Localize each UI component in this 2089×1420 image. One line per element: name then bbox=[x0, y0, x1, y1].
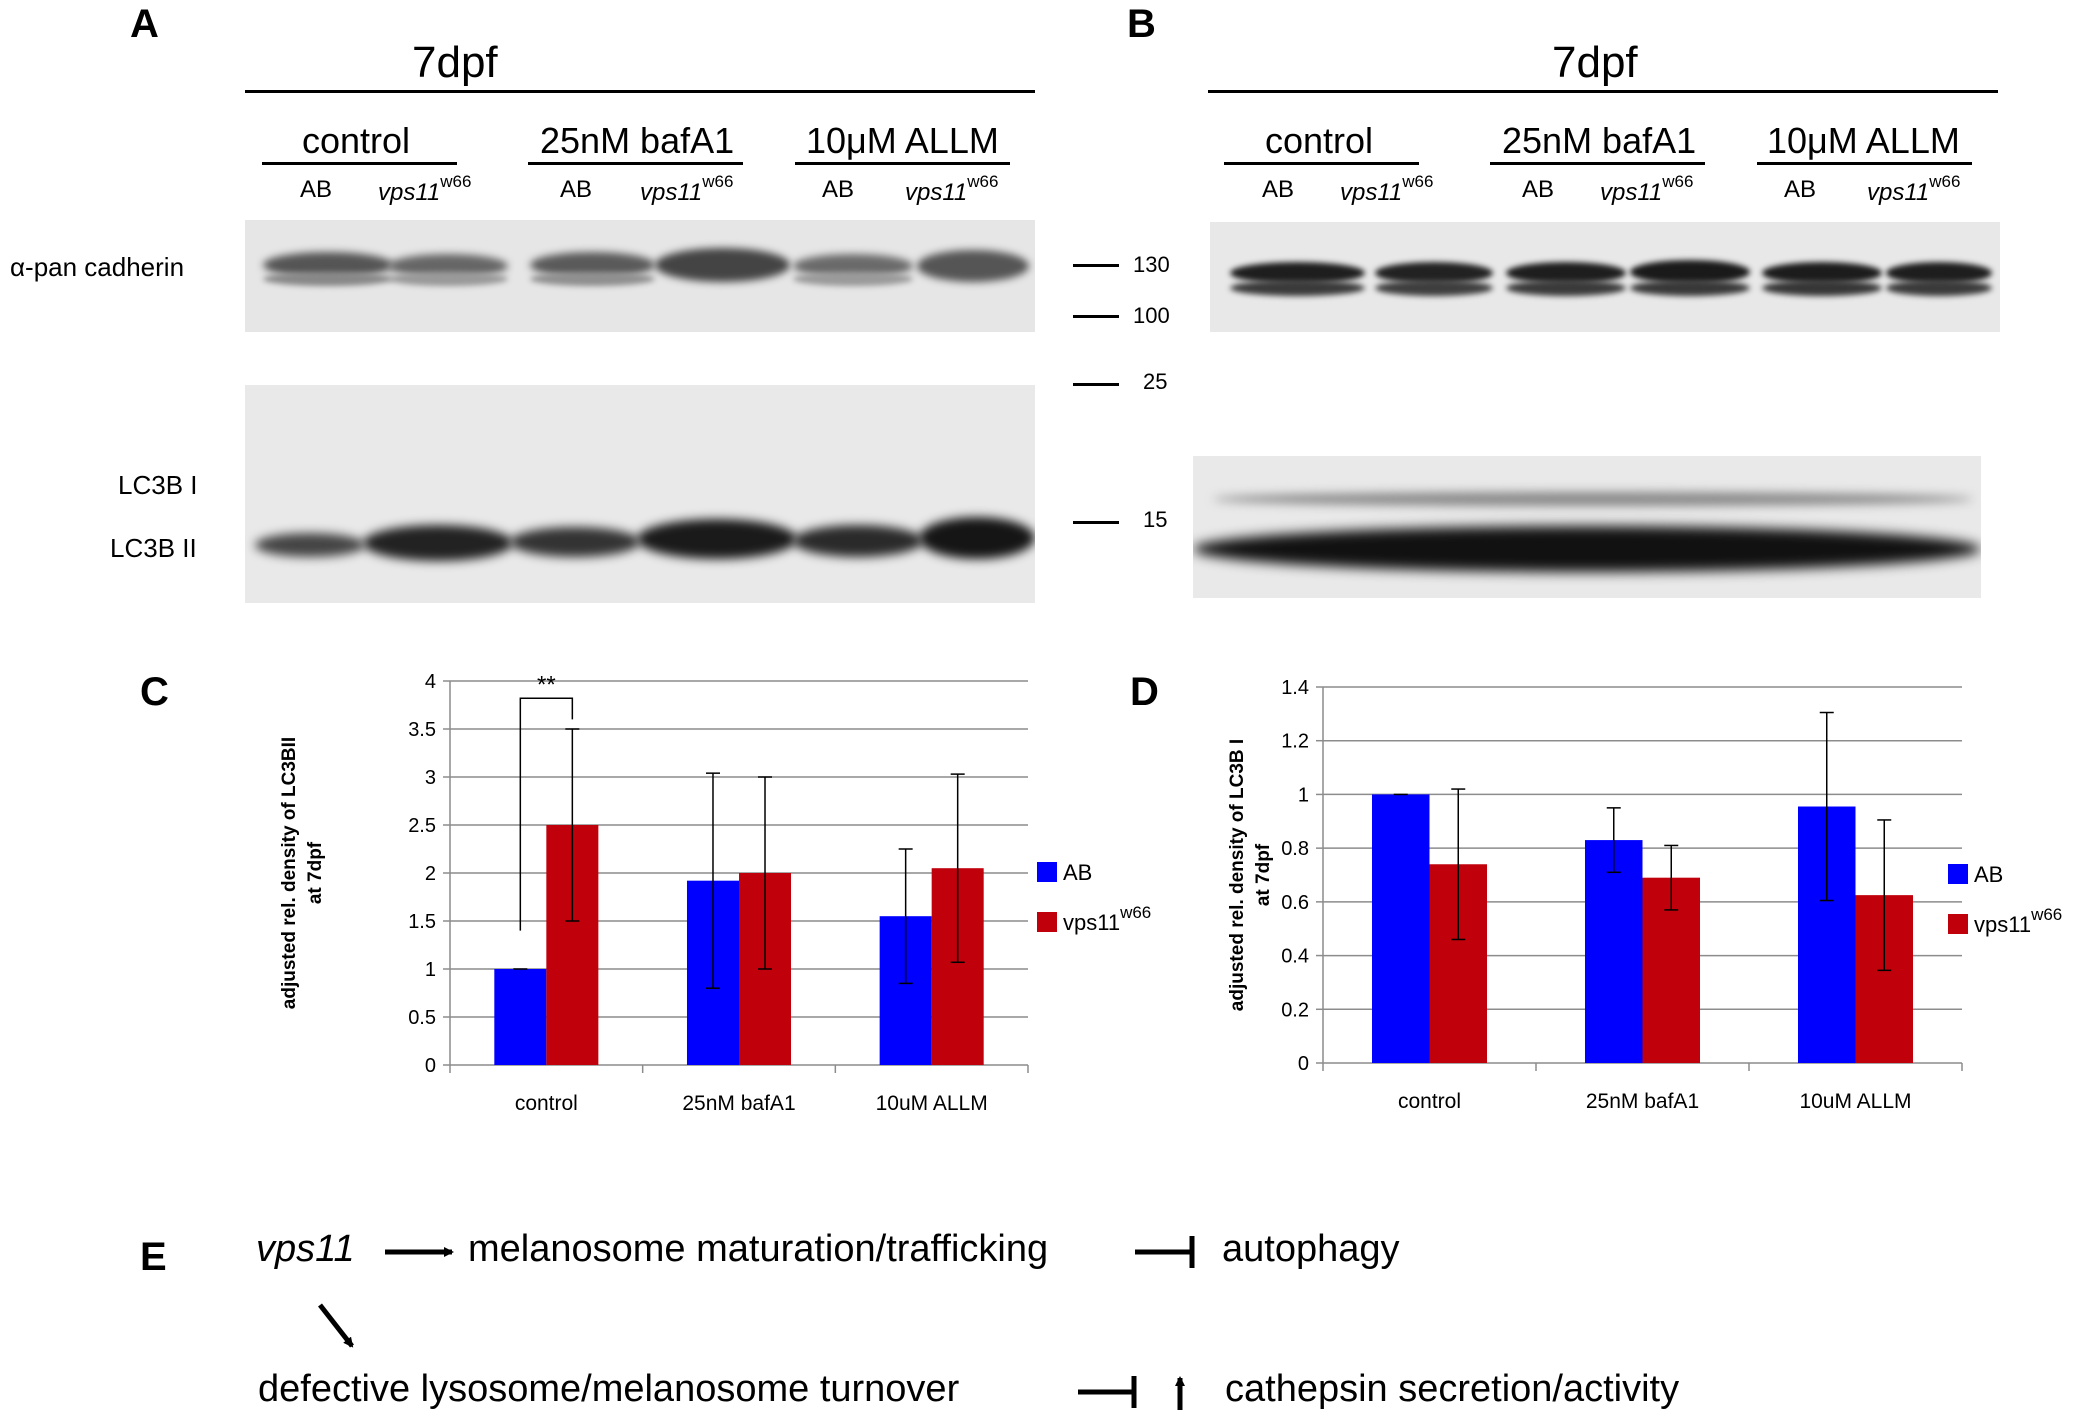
scheme-target2: cathepsin secretion/activity bbox=[1225, 1368, 1680, 1410]
y-tick-label: 1.2 bbox=[1281, 731, 1309, 753]
marker-label: 130 bbox=[1133, 252, 1170, 277]
condition-label-a-3: 10μM ALLM bbox=[806, 120, 999, 161]
legend-swatch bbox=[1037, 912, 1057, 932]
lane-label: vps11w66 bbox=[378, 172, 472, 206]
row-label-cadherin: α-pan cadherin bbox=[10, 252, 185, 282]
inhibit-icon bbox=[1135, 1236, 1195, 1268]
bar bbox=[1584, 840, 1643, 1063]
lane-label: AB bbox=[1522, 176, 1555, 203]
lane-label: AB bbox=[1262, 176, 1295, 203]
condition-label-a-2: 25nM bafA1 bbox=[540, 120, 735, 161]
y-tick-label: 0.5 bbox=[408, 1007, 436, 1029]
y-tick-label: 0.8 bbox=[1281, 838, 1309, 860]
y-tick-label: 0.2 bbox=[1281, 999, 1309, 1021]
lane-label: vps11w66 bbox=[640, 172, 734, 206]
legend-label: AB bbox=[1974, 862, 2003, 887]
scheme-gene: vps11 bbox=[256, 1228, 355, 1270]
timepoint-bar-a bbox=[245, 90, 1035, 93]
bar bbox=[1371, 794, 1430, 1063]
lane-label: AB bbox=[560, 176, 593, 203]
y-axis-label: adjusted rel. density of LC3B I bbox=[1227, 739, 1248, 1011]
y-tick-label: 4 bbox=[425, 671, 436, 693]
marker-tick bbox=[1073, 264, 1119, 267]
arrow-icon bbox=[318, 1303, 354, 1348]
scheme-step2: defective lysosome/melanosome turnover bbox=[258, 1368, 960, 1410]
y-tick-label: 0 bbox=[1298, 1053, 1309, 1075]
y-tick-label: 1.5 bbox=[408, 911, 436, 933]
y-tick-label: 1 bbox=[1298, 784, 1309, 806]
x-tick-label: control bbox=[515, 1092, 578, 1115]
marker-tick bbox=[1073, 383, 1119, 386]
row-label-lc3b1: LC3B I bbox=[118, 470, 198, 500]
legend-swatch bbox=[1037, 862, 1057, 882]
x-tick-label: control bbox=[1398, 1090, 1461, 1113]
y-axis-label: at 7dpf bbox=[1253, 843, 1274, 906]
marker-label: 15 bbox=[1143, 507, 1168, 532]
condition-bar-a-3 bbox=[795, 162, 1010, 165]
scheme-step1: melanosome maturation/trafficking bbox=[468, 1228, 1049, 1270]
y-tick-label: 2.5 bbox=[408, 815, 436, 837]
y-axis-label: adjusted rel. density of LC3BII bbox=[279, 737, 300, 1009]
condition-label-b-3: 10μM ALLM bbox=[1767, 120, 1960, 161]
blot-image-cadherin-a bbox=[245, 220, 1035, 332]
y-axis-label: at 7dpf bbox=[305, 841, 326, 904]
lane-label: AB bbox=[300, 176, 333, 203]
bar bbox=[494, 969, 547, 1065]
legend-swatch bbox=[1948, 864, 1968, 884]
x-tick-label: 25nM bafA1 bbox=[1586, 1090, 1699, 1113]
marker-tick bbox=[1073, 521, 1119, 524]
condition-label-b-2: 25nM bafA1 bbox=[1502, 120, 1697, 161]
y-tick-label: 2 bbox=[425, 863, 436, 885]
condition-label-b-1: control bbox=[1265, 120, 1374, 161]
row-label-lc3b2: LC3B II bbox=[110, 533, 197, 563]
panel-label-a: A bbox=[130, 2, 159, 46]
legend-swatch bbox=[1948, 914, 1968, 934]
blot-image-lc3b-b bbox=[1193, 456, 1981, 598]
blot-image-lc3b-a bbox=[245, 385, 1035, 603]
panel-label-b: B bbox=[1127, 2, 1156, 46]
y-tick-label: 3.5 bbox=[408, 719, 436, 741]
lane-label: vps11w66 bbox=[1340, 172, 1434, 206]
x-tick-label: 10uM ALLM bbox=[876, 1092, 988, 1115]
y-tick-label: 3 bbox=[425, 767, 436, 789]
condition-bar-b-3 bbox=[1757, 162, 1972, 165]
marker-tick bbox=[1073, 315, 1119, 318]
lane-label: AB bbox=[1784, 176, 1817, 203]
condition-bar-a-1 bbox=[262, 162, 457, 165]
y-tick-label: 0 bbox=[425, 1055, 436, 1077]
legend-label: AB bbox=[1063, 860, 1092, 885]
scheme-target1: autophagy bbox=[1222, 1228, 1400, 1270]
condition-bar-b-2 bbox=[1490, 162, 1705, 165]
x-tick-label: 10uM ALLM bbox=[1799, 1090, 1911, 1113]
condition-label-a-1: control bbox=[302, 120, 411, 161]
lane-label: AB bbox=[822, 176, 855, 203]
marker-label: 100 bbox=[1133, 303, 1170, 328]
lane-label: vps11w66 bbox=[1867, 172, 1961, 206]
blot-image-cadherin-b bbox=[1210, 222, 2000, 332]
timepoint-label-a: 7dpf bbox=[412, 38, 498, 87]
significance-label: ** bbox=[537, 671, 556, 698]
inhibit-icon bbox=[1078, 1376, 1137, 1408]
y-tick-label: 0.6 bbox=[1281, 892, 1309, 914]
y-tick-label: 0.4 bbox=[1281, 946, 1309, 968]
marker-label: 25 bbox=[1143, 369, 1168, 394]
timepoint-bar-b bbox=[1208, 90, 1998, 93]
x-tick-label: 25nM bafA1 bbox=[682, 1092, 795, 1115]
panel-label-c: C bbox=[140, 670, 169, 714]
y-tick-label: 1 bbox=[425, 959, 436, 981]
condition-bar-a-2 bbox=[528, 162, 743, 165]
lane-label: vps11w66 bbox=[1600, 172, 1694, 206]
condition-bar-b-1 bbox=[1224, 162, 1419, 165]
lane-label: vps11w66 bbox=[905, 172, 999, 206]
timepoint-label-b: 7dpf bbox=[1552, 38, 1638, 87]
panel-label-e: E bbox=[140, 1235, 167, 1279]
y-tick-label: 1.4 bbox=[1281, 677, 1309, 699]
significance-bracket bbox=[519, 697, 574, 931]
panel-label-d: D bbox=[1130, 670, 1159, 714]
